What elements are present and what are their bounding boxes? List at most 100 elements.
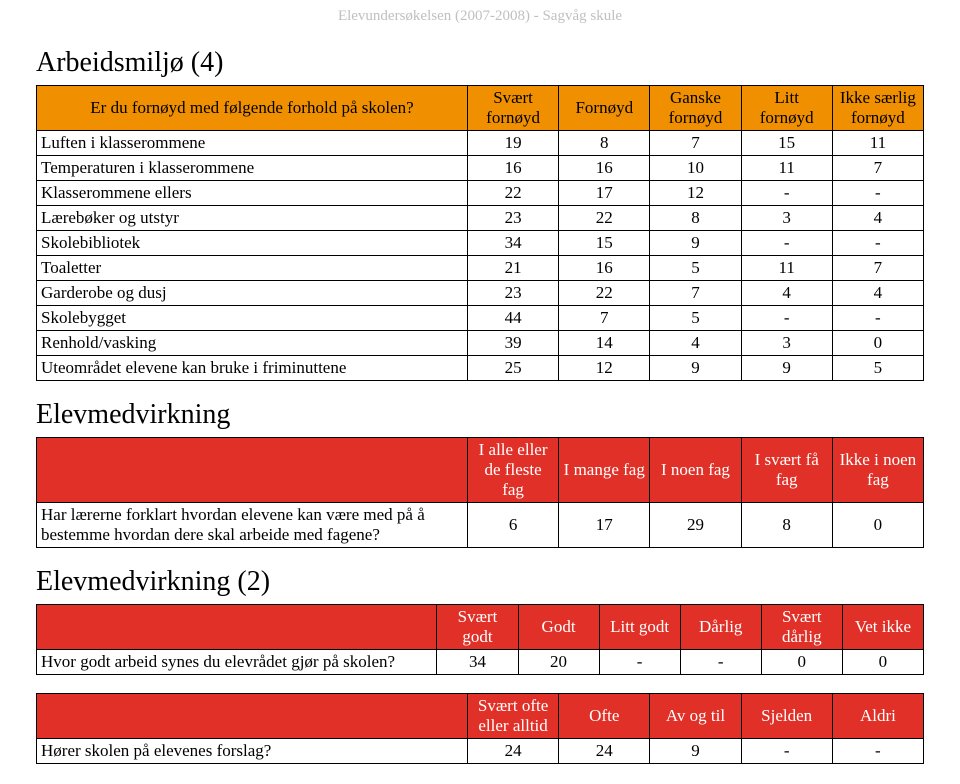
table-row: Garderobe og dusj 23 22 7 4 4 [37, 281, 924, 306]
col-header: Litt godt [599, 605, 680, 650]
row-val: 24 [467, 739, 558, 764]
row-val: 23 [467, 206, 558, 231]
row-label: Klasserommene ellers [37, 181, 468, 206]
row-val: 16 [559, 256, 650, 281]
table-row: Har lærerne forklart hvordan elevene kan… [37, 503, 924, 548]
col-header: I alle eller de fleste fag [467, 438, 558, 503]
row-val: 7 [650, 131, 741, 156]
row-label: Skolebygget [37, 306, 468, 331]
row-val: 16 [467, 156, 558, 181]
row-val: 44 [467, 306, 558, 331]
table-row: Temperaturen i klasserommene 16 16 10 11… [37, 156, 924, 181]
row-val: 7 [650, 281, 741, 306]
question-cell [37, 438, 468, 503]
row-label: Uteområdet elevene kan bruke i friminutt… [37, 356, 468, 381]
row-val: 8 [741, 503, 832, 548]
row-val: 19 [467, 131, 558, 156]
row-val: 3 [741, 331, 832, 356]
row-label: Renhold/vasking [37, 331, 468, 356]
col-header: Svært dårlig [761, 605, 842, 650]
question-cell [37, 605, 437, 650]
row-val: 9 [650, 739, 741, 764]
row-val: 34 [437, 650, 518, 675]
row-val: - [832, 739, 923, 764]
row-label: Garderobe og dusj [37, 281, 468, 306]
row-val: - [741, 306, 832, 331]
col-header: Svært fornøyd [467, 86, 558, 131]
table-row: Skolebygget 44 7 5 - - [37, 306, 924, 331]
table-header-row: Er du fornøyd med følgende forhold på sk… [37, 86, 924, 131]
row-val: 22 [559, 281, 650, 306]
row-val: 12 [650, 181, 741, 206]
page-header: Elevundersøkelsen (2007-2008) - Sagvåg s… [36, 8, 924, 25]
row-val: 20 [518, 650, 599, 675]
row-val: 0 [761, 650, 842, 675]
row-val: 0 [832, 503, 923, 548]
col-header: Dårlig [680, 605, 761, 650]
table-row: Skolebibliotek 34 15 9 - - [37, 231, 924, 256]
row-val: 11 [741, 156, 832, 181]
table-elevmedvirkning2-b: Svært ofte eller alltid Ofte Av og til S… [36, 693, 924, 764]
row-val: 9 [650, 231, 741, 256]
row-label: Hvor godt arbeid synes du elevrådet gjør… [37, 650, 437, 675]
row-val: - [599, 650, 680, 675]
table-row: Lærebøker og utstyr 23 22 8 3 4 [37, 206, 924, 231]
row-val: 12 [559, 356, 650, 381]
row-val: 39 [467, 331, 558, 356]
col-header: Ikke særlig fornøyd [832, 86, 923, 131]
row-label: Luften i klasserommene [37, 131, 468, 156]
col-header: Litt fornøyd [741, 86, 832, 131]
row-val: 25 [467, 356, 558, 381]
col-header: Av og til [650, 694, 741, 739]
row-val: 15 [559, 231, 650, 256]
row-val: 11 [741, 256, 832, 281]
row-val: 6 [467, 503, 558, 548]
table-elevmedvirkning2-a: Svært godt Godt Litt godt Dårlig Svært d… [36, 604, 924, 675]
row-val: 14 [559, 331, 650, 356]
col-header: Ofte [559, 694, 650, 739]
row-val: 8 [650, 206, 741, 231]
row-val: 22 [559, 206, 650, 231]
row-val: 7 [832, 156, 923, 181]
table-row: Hører skolen på elevenes forslag? 24 24 … [37, 739, 924, 764]
row-val: - [741, 231, 832, 256]
row-label: Temperaturen i klasserommene [37, 156, 468, 181]
row-label: Skolebibliotek [37, 231, 468, 256]
row-val: 9 [741, 356, 832, 381]
table-elevmedvirkning: I alle eller de fleste fag I mange fag I… [36, 437, 924, 548]
row-val: 7 [832, 256, 923, 281]
row-val: 8 [559, 131, 650, 156]
row-val: 5 [650, 256, 741, 281]
col-header: Ganske fornøyd [650, 86, 741, 131]
col-header: Godt [518, 605, 599, 650]
table-header-row: Svært godt Godt Litt godt Dårlig Svært d… [37, 605, 924, 650]
row-val: 17 [559, 503, 650, 548]
row-val: 16 [559, 156, 650, 181]
col-header: Svært godt [437, 605, 518, 650]
row-val: - [832, 231, 923, 256]
question-cell: Er du fornøyd med følgende forhold på sk… [37, 86, 468, 131]
row-val: 4 [650, 331, 741, 356]
col-header: Vet ikke [842, 605, 923, 650]
section-title-elevmedvirkning: Elevmedvirkning [36, 399, 924, 431]
row-val: 4 [832, 281, 923, 306]
row-val: - [832, 181, 923, 206]
row-val: 22 [467, 181, 558, 206]
table-header-row: I alle eller de fleste fag I mange fag I… [37, 438, 924, 503]
row-val: 10 [650, 156, 741, 181]
section-title-elevmedvirkning2: Elevmedvirkning (2) [36, 566, 924, 598]
col-header: I mange fag [559, 438, 650, 503]
col-header: Aldri [832, 694, 923, 739]
row-val: 7 [559, 306, 650, 331]
col-header: Sjelden [741, 694, 832, 739]
row-val: 23 [467, 281, 558, 306]
table-arbeidsmiljo4: Er du fornøyd med følgende forhold på sk… [36, 85, 924, 381]
row-label: Hører skolen på elevenes forslag? [37, 739, 468, 764]
table-row: Renhold/vasking 39 14 4 3 0 [37, 331, 924, 356]
table-row: Hvor godt arbeid synes du elevrådet gjør… [37, 650, 924, 675]
row-val: 34 [467, 231, 558, 256]
row-val: 0 [832, 331, 923, 356]
table-row: Klasserommene ellers 22 17 12 - - [37, 181, 924, 206]
table-row: Uteområdet elevene kan bruke i friminutt… [37, 356, 924, 381]
row-val: 17 [559, 181, 650, 206]
